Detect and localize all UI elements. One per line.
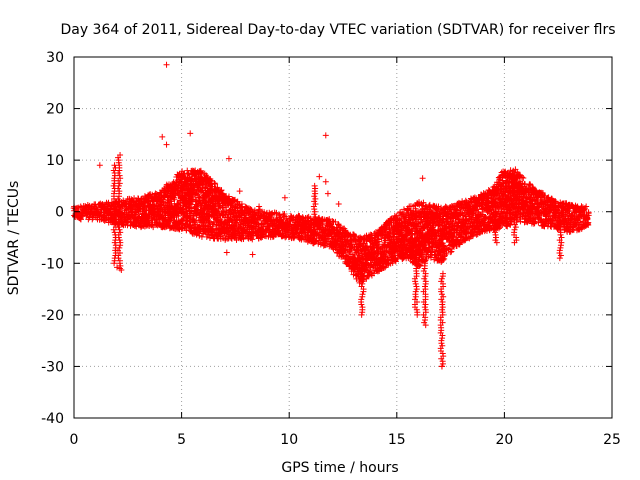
- data-point: [212, 180, 219, 187]
- data-point: [150, 224, 157, 231]
- data-point: [206, 219, 213, 226]
- data-point: [211, 180, 218, 187]
- data-point: [207, 177, 214, 184]
- chart-title: Day 364 of 2011, Sidereal Day-to-day VTE…: [60, 22, 615, 38]
- data-layer: [70, 61, 592, 370]
- data-point: [191, 218, 198, 225]
- data-point: [186, 218, 193, 225]
- data-point: [197, 207, 204, 214]
- data-point: [171, 196, 178, 203]
- data-point: [214, 184, 221, 191]
- data-point: [193, 201, 200, 208]
- data-point: [176, 191, 183, 198]
- data-point: [144, 214, 151, 221]
- data-point: [122, 201, 129, 208]
- data-point: [175, 213, 182, 220]
- data-point: [77, 216, 84, 223]
